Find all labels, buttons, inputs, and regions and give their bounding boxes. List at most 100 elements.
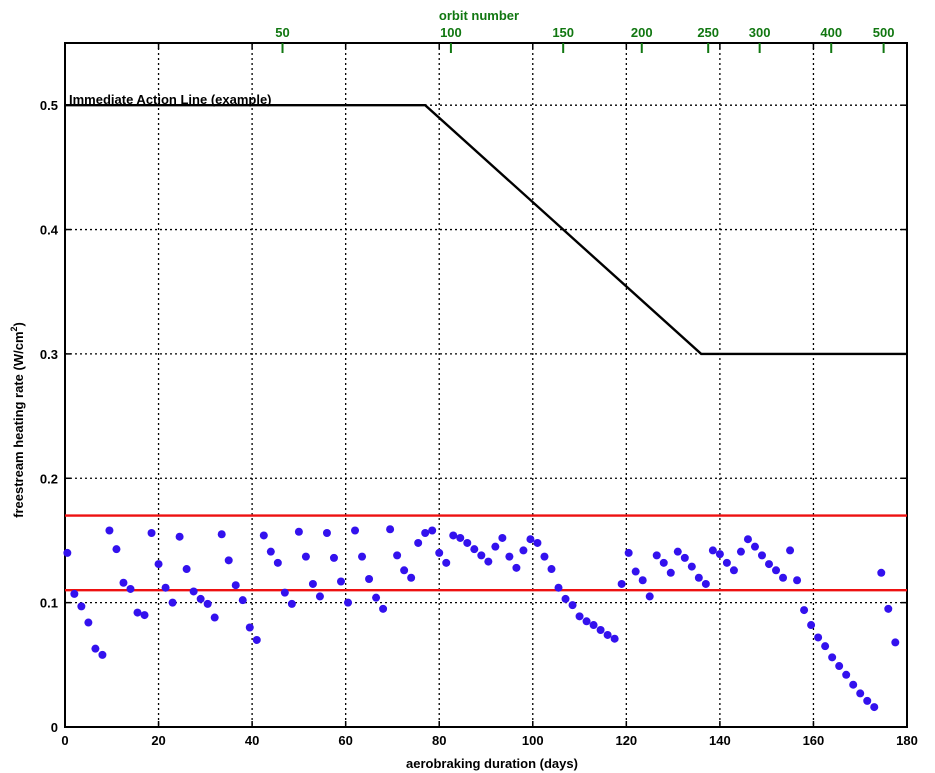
data-point: [400, 566, 409, 575]
data-point: [750, 542, 759, 551]
data-point: [196, 594, 205, 603]
data-point: [779, 573, 788, 582]
data-point: [498, 533, 507, 542]
data-point: [280, 588, 289, 597]
data-point: [666, 568, 675, 577]
data-point: [505, 552, 514, 561]
top-axis-tick-label: 500: [873, 25, 895, 40]
data-point: [884, 604, 893, 613]
data-point: [414, 538, 423, 547]
data-point: [673, 547, 682, 556]
data-point: [582, 617, 591, 626]
data-point: [526, 535, 535, 544]
x-tick-label: 80: [432, 733, 446, 748]
y-tick-label: 0.3: [40, 347, 58, 362]
data-point: [638, 576, 647, 585]
data-point: [757, 551, 766, 560]
data-point: [301, 552, 310, 561]
data-point: [365, 575, 374, 584]
data-point: [736, 547, 745, 556]
x-tick-label: 60: [338, 733, 352, 748]
data-point: [533, 538, 542, 547]
data-point: [308, 579, 317, 588]
data-point: [119, 578, 128, 587]
data-point: [91, 644, 100, 653]
data-point: [435, 548, 444, 557]
data-point: [63, 548, 72, 557]
data-point: [477, 551, 486, 560]
data-point: [589, 621, 598, 630]
plot-frame: [64, 42, 908, 728]
x-axis-title: aerobraking duration (days): [406, 756, 578, 771]
data-point: [610, 634, 619, 643]
x-tick-label: 0: [61, 733, 68, 748]
data-point: [217, 530, 226, 539]
data-point: [210, 613, 219, 622]
data-point: [449, 531, 458, 540]
data-point: [315, 592, 324, 601]
data-point: [652, 551, 661, 560]
data-point: [386, 525, 395, 534]
data-point: [856, 689, 865, 698]
top-axis-tick-label: 100: [440, 25, 462, 40]
data-point: [266, 547, 275, 556]
x-tick-label: 120: [615, 733, 637, 748]
data-point: [645, 592, 654, 601]
data-point: [98, 650, 107, 659]
data-point: [842, 670, 851, 679]
data-point: [772, 566, 781, 575]
x-tick-label: 180: [896, 733, 918, 748]
data-point: [680, 553, 689, 562]
data-point: [224, 556, 233, 565]
data-point: [603, 630, 612, 639]
data-point: [722, 558, 731, 567]
data-point: [701, 579, 710, 588]
data-point: [252, 635, 261, 644]
data-point: [596, 625, 605, 634]
data-point: [154, 560, 163, 569]
top-axis-tick-label: 250: [697, 25, 719, 40]
data-point: [617, 579, 626, 588]
data-point: [231, 581, 240, 590]
data-point: [428, 526, 437, 535]
data-point: [245, 623, 254, 632]
data-point: [456, 533, 465, 542]
data-point: [393, 551, 402, 560]
data-point: [133, 608, 142, 617]
data-point: [379, 604, 388, 613]
top-axis: 50 100 150 200 250 300 400 500: [275, 25, 894, 53]
data-point: [519, 546, 528, 555]
y-axis-title: freestream heating rate (W/cm2): [9, 322, 26, 518]
data-point: [470, 545, 479, 554]
data-point: [238, 596, 247, 605]
data-point: [161, 583, 170, 592]
data-point: [512, 563, 521, 572]
data-point: [807, 621, 816, 630]
data-point: [540, 552, 549, 561]
top-axis-tick-label: 300: [749, 25, 771, 40]
data-point: [344, 598, 353, 607]
x-tick-label: 140: [709, 733, 731, 748]
data-point: [631, 567, 640, 576]
data-point: [442, 558, 451, 567]
data-point: [294, 527, 303, 536]
data-point: [407, 573, 416, 582]
x-tick-label: 160: [803, 733, 825, 748]
data-point: [329, 553, 338, 562]
data-point: [729, 566, 738, 575]
top-axis-tick-label: 400: [820, 25, 842, 40]
data-point: [203, 599, 212, 608]
data-point: [421, 528, 430, 537]
x-tick-label: 20: [151, 733, 165, 748]
data-point: [70, 589, 79, 598]
data-point: [463, 538, 472, 547]
y-tick-label: 0.1: [40, 596, 58, 611]
data-point: [793, 576, 802, 585]
data-point: [835, 662, 844, 671]
data-point: [112, 545, 121, 554]
data-point: [259, 531, 268, 540]
data-point: [715, 550, 724, 559]
data-point: [554, 583, 563, 592]
